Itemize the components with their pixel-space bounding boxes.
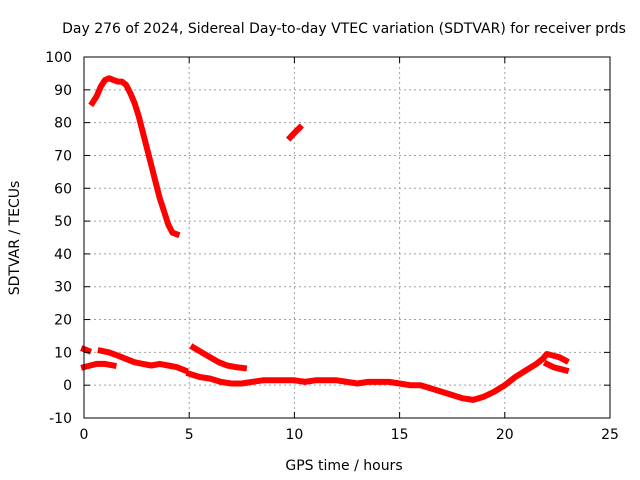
y-tick-label: 50 <box>54 214 72 230</box>
chart-title: Day 276 of 2024, Sidereal Day-to-day VTE… <box>62 21 626 37</box>
series-arc-2 <box>285 123 304 142</box>
series-arc-5 <box>80 360 118 371</box>
y-tick-label: 60 <box>54 181 72 197</box>
series-arc-7 <box>185 351 570 403</box>
x-tick-label: 25 <box>601 427 619 443</box>
y-tick-label: 10 <box>54 345 72 361</box>
y-tick-label: 100 <box>45 50 72 66</box>
tick-layer: 0 5 10 15 20 25 -10 0 10 20 30 40 50 60 70 80 90 100 <box>45 50 619 443</box>
y-tick-label: 70 <box>54 148 72 164</box>
grid-layer <box>84 57 610 418</box>
x-tick-label: 20 <box>496 427 514 443</box>
series-arc-8 <box>542 359 570 375</box>
y-tick-label: 30 <box>54 280 72 296</box>
y-tick-label: -10 <box>49 411 72 427</box>
series-arc-6 <box>189 343 248 372</box>
y-tick-label: 90 <box>54 83 72 99</box>
x-tick-label: 0 <box>80 427 89 443</box>
series-arc-1 <box>88 75 181 239</box>
y-tick-label: 0 <box>63 378 72 394</box>
y-tick-label: 20 <box>54 313 72 329</box>
series-arc-3 <box>80 345 93 355</box>
y-tick-label: 80 <box>54 116 72 132</box>
series-layer <box>80 75 570 403</box>
plot-frame <box>83 56 611 419</box>
x-tick-label: 5 <box>185 427 194 443</box>
x-tick-label: 15 <box>391 427 409 443</box>
y-tick-label: 40 <box>54 247 72 263</box>
x-axis-label: GPS time / hours <box>285 458 402 474</box>
x-tick-label: 10 <box>285 427 303 443</box>
y-axis-label: SDTVAR / TECUs <box>7 181 23 296</box>
series-arc-4 <box>97 347 189 375</box>
